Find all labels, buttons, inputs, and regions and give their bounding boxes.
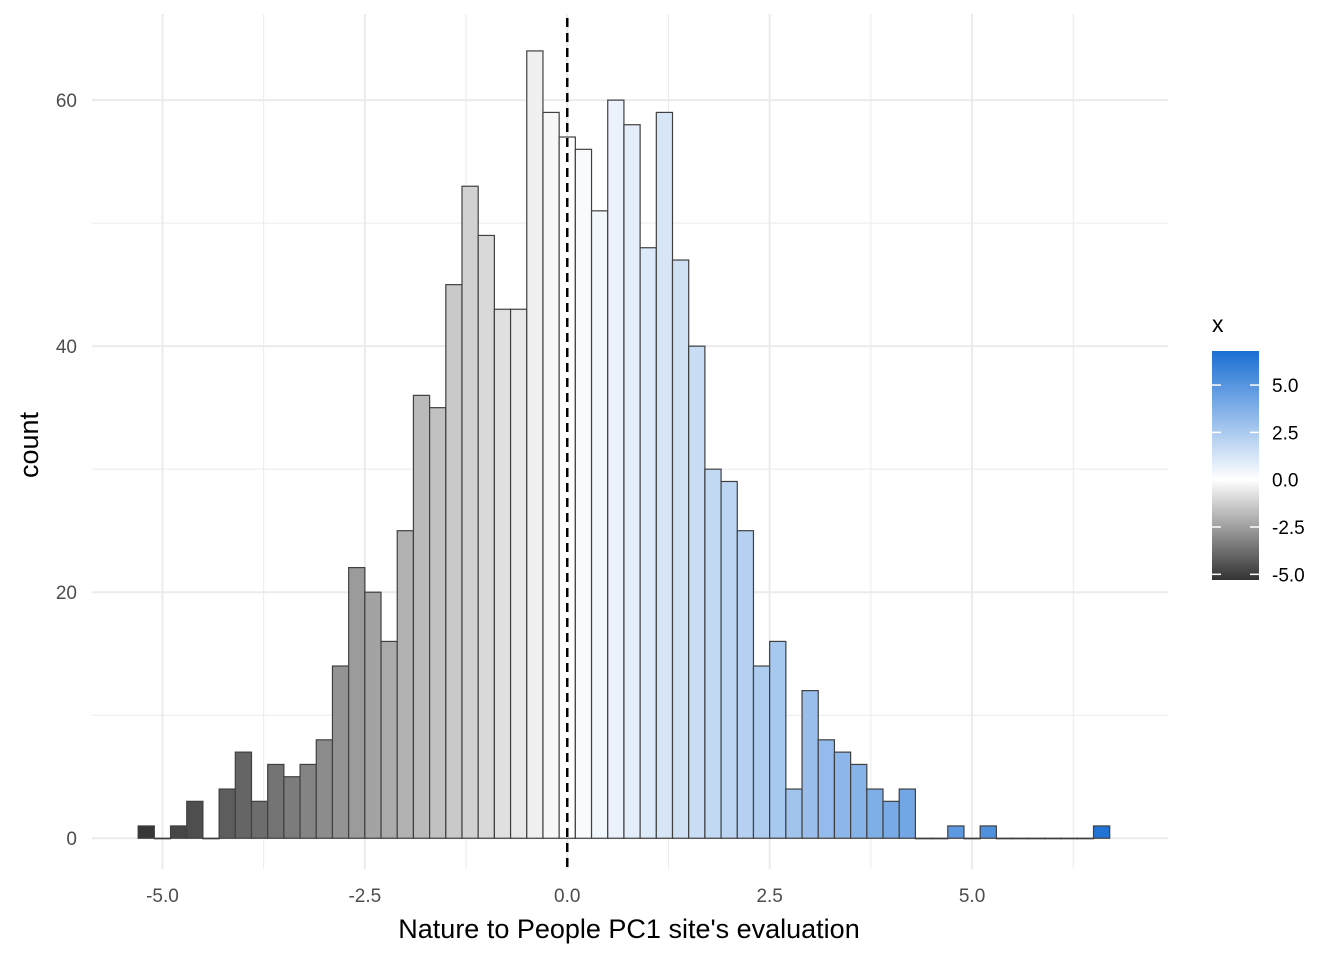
legend-ticks: 5.0 2.5 0.0 -2.5 -5.0 — [1212, 376, 1305, 586]
histogram-bar — [655, 111, 674, 839]
histogram-bar — [542, 111, 560, 839]
x-tick-label: -2.5 — [348, 886, 381, 907]
histogram-bar — [137, 825, 155, 839]
y-tick-label: 40 — [56, 337, 77, 358]
histogram-bar — [1028, 837, 1046, 840]
x-tick-label: -5.0 — [146, 886, 179, 907]
histogram-bar — [801, 690, 819, 839]
histogram-bar — [331, 665, 350, 839]
histogram-bar — [396, 530, 415, 839]
histogram-bar — [623, 124, 641, 839]
histogram-bar — [1011, 837, 1030, 840]
color-legend: x 5.0 2.5 0.0 -2.5 -5.0 — [1212, 311, 1305, 586]
histogram-bar — [736, 530, 755, 839]
histogram-bar — [704, 468, 722, 839]
legend-colorbar — [1212, 351, 1259, 580]
legend-tick-label: 0.0 — [1272, 471, 1298, 492]
histogram-bar — [574, 148, 593, 839]
histogram-bar — [1060, 837, 1078, 840]
histogram-bar — [882, 800, 900, 839]
histogram-bar — [412, 394, 431, 839]
histogram-bar — [914, 837, 933, 840]
histogram-bar — [963, 837, 981, 840]
histogram-bar — [445, 284, 463, 839]
histogram-bar — [995, 837, 1014, 840]
y-tick-label: 20 — [56, 583, 77, 604]
x-axis-title: Nature to People PC1 site's evaluation — [398, 914, 859, 944]
histogram-bar — [364, 591, 382, 839]
histogram-bar — [348, 566, 366, 839]
histogram-bar — [429, 407, 447, 839]
histogram-bar — [866, 788, 884, 839]
histogram-bar — [1044, 837, 1062, 840]
histogram-bar — [930, 837, 949, 840]
y-tick-label: 60 — [56, 91, 77, 112]
histogram-bar — [979, 825, 997, 839]
histogram-bar — [720, 480, 738, 839]
y-axis-title: count — [14, 411, 44, 478]
histogram-bar — [785, 788, 803, 839]
histogram-bar — [590, 210, 609, 839]
legend-tick-label: 2.5 — [1272, 423, 1298, 444]
histogram-bar — [493, 308, 512, 839]
histogram-bar — [1092, 825, 1111, 839]
histogram-bar — [509, 308, 528, 839]
histogram-bar — [947, 825, 965, 839]
x-tick-label: 2.5 — [756, 886, 782, 907]
histogram-bar — [526, 50, 544, 839]
x-tick-label: 0.0 — [554, 886, 580, 907]
histogram-bar — [607, 99, 625, 839]
legend-tick-label: -5.0 — [1272, 565, 1305, 586]
histogram-bar — [299, 763, 317, 839]
histogram-bar — [153, 837, 172, 840]
histogram-bar — [267, 763, 285, 839]
histogram-bar — [283, 776, 301, 839]
histogram-bar — [169, 825, 188, 839]
histogram-bar — [671, 259, 690, 839]
y-tick-label: 0 — [66, 829, 77, 850]
histogram-bars — [137, 50, 1111, 840]
histogram-bar — [461, 185, 479, 839]
histogram-bar — [769, 640, 787, 839]
histogram-bar — [218, 788, 236, 839]
histogram-bar — [1076, 837, 1095, 840]
histogram-bar — [477, 234, 495, 839]
histogram-bar — [688, 345, 706, 839]
histogram-bar — [234, 751, 253, 839]
legend-tick-label: 5.0 — [1272, 376, 1298, 397]
histogram-bar — [898, 788, 916, 839]
histogram-bar — [817, 739, 836, 839]
histogram-bar — [380, 640, 398, 839]
axes: -5.0 -2.5 0.0 2.5 5.0 0 20 40 60 — [56, 91, 985, 907]
histogram-bar — [202, 837, 220, 840]
histogram-bar — [833, 751, 852, 839]
legend-tick-label: -2.5 — [1272, 518, 1305, 539]
histogram-bar — [315, 739, 334, 839]
histogram-bar — [186, 800, 204, 839]
x-tick-label: 5.0 — [959, 886, 985, 907]
histogram-bar — [250, 800, 269, 839]
histogram-bar — [752, 665, 771, 839]
legend-title: x — [1212, 311, 1224, 337]
histogram-bar — [639, 247, 657, 839]
histogram-bar — [850, 763, 868, 839]
